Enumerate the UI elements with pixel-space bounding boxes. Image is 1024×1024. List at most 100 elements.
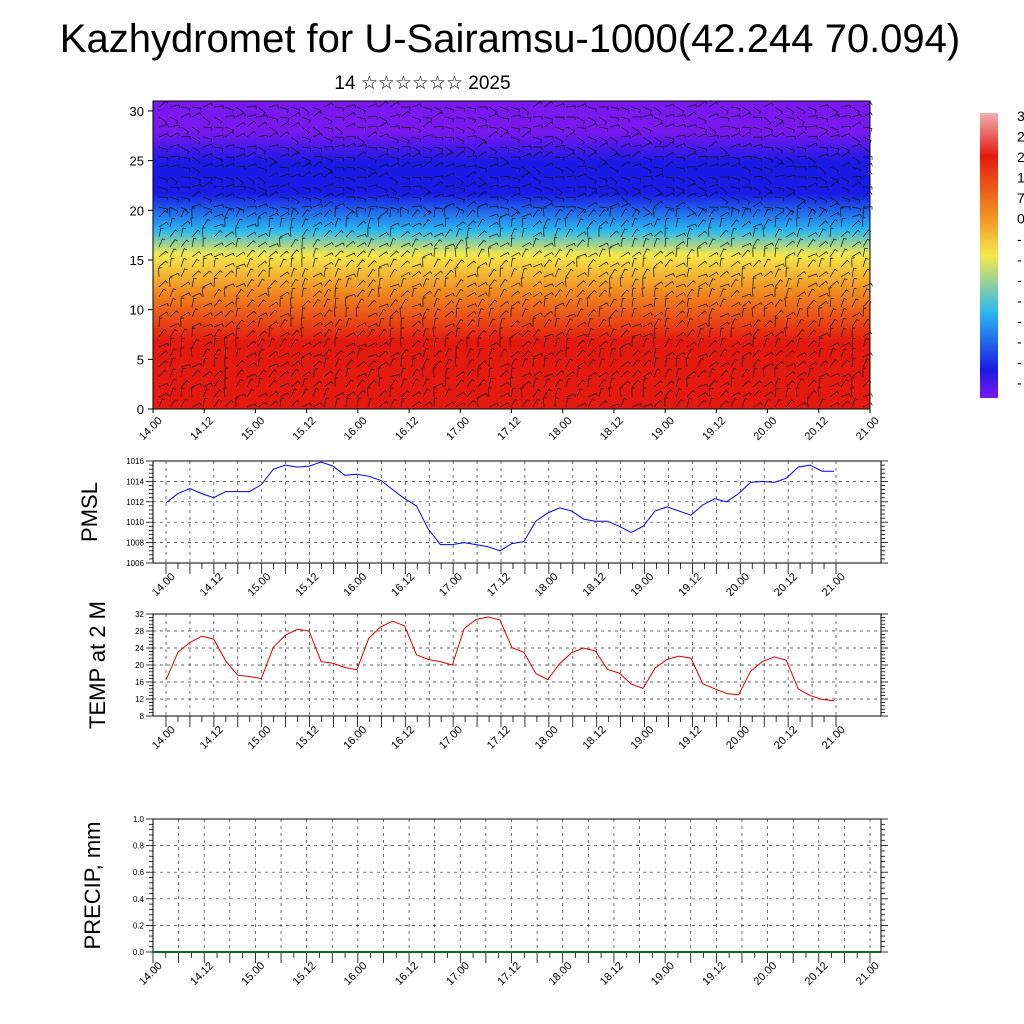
wind-barb	[378, 211, 389, 218]
wind-barb	[576, 146, 586, 154]
wind-barb	[532, 146, 543, 150]
wind-barb	[510, 282, 521, 288]
wind-barb	[697, 327, 704, 338]
wind-barb	[807, 232, 818, 238]
wind-barb	[466, 329, 476, 338]
wind-barb	[158, 221, 169, 228]
wind-barb	[356, 267, 362, 278]
wind-barb	[279, 250, 289, 258]
wind-barb	[675, 191, 686, 198]
wind-barb	[301, 257, 305, 268]
wind-barb	[191, 402, 202, 408]
wind-barb	[653, 347, 659, 358]
wind-barb	[752, 106, 762, 115]
wind-barb	[807, 182, 818, 188]
y-tick-label: 1.0	[133, 815, 145, 824]
wind-barb	[532, 209, 541, 218]
wind-barb	[763, 362, 774, 368]
wind-barb	[345, 332, 356, 338]
wind-barb	[323, 387, 330, 398]
wind-barb	[224, 131, 235, 138]
wind-barb	[422, 401, 433, 408]
wind-barb	[180, 281, 191, 288]
wind-barb	[246, 373, 257, 378]
wind-barb	[301, 205, 312, 210]
wind-barb	[697, 208, 706, 218]
wind-barb	[730, 196, 740, 204]
wind-barb	[488, 233, 499, 238]
wind-barb	[763, 258, 771, 268]
wind-barb	[169, 248, 177, 258]
wind-barb	[455, 206, 465, 214]
wind-barb	[334, 144, 345, 148]
wind-barb	[796, 402, 807, 408]
wind-barb	[344, 297, 349, 308]
wind-barb	[730, 227, 737, 238]
wind-barb	[818, 398, 826, 408]
wind-barb	[235, 153, 246, 158]
wind-barb	[466, 310, 477, 318]
wind-barb	[774, 156, 784, 165]
wind-barb	[235, 397, 239, 408]
wind-barb	[477, 203, 488, 208]
wind-barb	[851, 121, 862, 128]
wind-barb	[642, 238, 649, 248]
wind-barb	[741, 156, 752, 160]
wind-barb	[752, 136, 763, 141]
wind-barb	[752, 208, 761, 218]
wind-barb	[213, 213, 224, 218]
wind-barb	[279, 131, 290, 138]
wind-barb	[719, 400, 729, 408]
wind-barb	[378, 350, 389, 358]
wind-barb	[752, 143, 763, 148]
wind-barb	[290, 388, 298, 398]
y-tick-label: 32	[135, 610, 144, 619]
wind-barb	[598, 347, 605, 358]
wind-barb	[389, 101, 400, 108]
wind-barb	[708, 339, 718, 348]
wind-barb	[818, 307, 822, 318]
wind-barb	[444, 163, 455, 168]
wind-barb	[620, 289, 630, 298]
wind-barb	[510, 136, 520, 144]
wind-barb	[432, 327, 436, 338]
wind-barb	[576, 103, 587, 108]
wind-barb	[532, 238, 539, 248]
wind-barb	[829, 249, 838, 258]
wind-barb	[719, 382, 730, 388]
wind-barb	[796, 257, 802, 268]
wind-barb	[323, 357, 329, 368]
wind-barb	[202, 341, 213, 348]
wind-barb	[476, 397, 481, 408]
wind-barb	[455, 371, 466, 378]
wind-barb	[719, 248, 727, 258]
wind-barb	[257, 317, 264, 328]
wind-barb	[400, 136, 410, 144]
wind-barb	[664, 281, 675, 288]
wind-barb	[499, 162, 510, 168]
wind-barb	[389, 379, 398, 388]
wind-barb	[246, 130, 257, 138]
wind-barb	[191, 277, 197, 288]
wind-barb	[565, 318, 573, 328]
wind-barb	[763, 191, 774, 198]
wind-barb	[356, 279, 366, 288]
wind-barb	[631, 257, 638, 268]
wind-barb	[576, 253, 587, 258]
wind-barb	[774, 121, 785, 128]
wind-barb	[719, 288, 727, 298]
wind-barb	[323, 309, 332, 318]
wind-barb	[499, 242, 510, 248]
wind-barb	[554, 387, 561, 398]
wind-barb	[697, 230, 708, 238]
wind-barb	[180, 367, 186, 378]
wind-barb	[806, 397, 811, 408]
wind-barb	[763, 186, 773, 194]
wind-barb	[477, 230, 487, 238]
wind-barb	[675, 273, 686, 278]
wind-barb	[675, 106, 685, 115]
wind-barb	[631, 206, 641, 215]
wind-barb	[532, 281, 543, 288]
wind-barb	[466, 181, 477, 188]
wind-barb	[235, 146, 246, 153]
